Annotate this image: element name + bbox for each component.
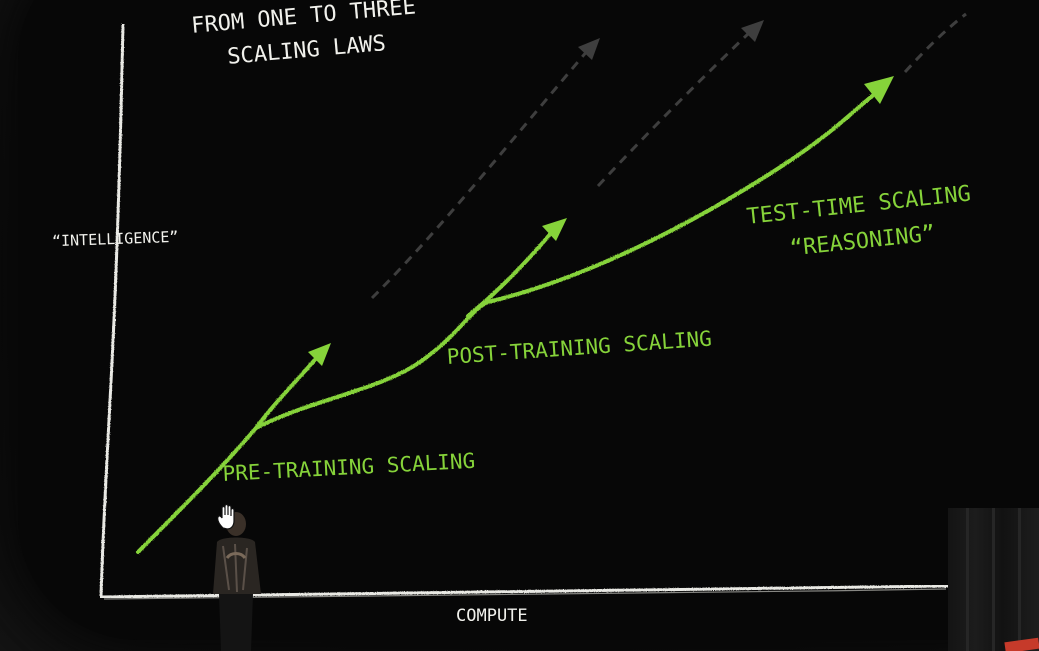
presentation-screen (18, 0, 1039, 640)
presenter-figure (213, 512, 261, 651)
side-monitor (948, 508, 1039, 651)
x-axis (99, 584, 949, 599)
test-time-arrowhead-icon (864, 76, 894, 104)
dashed-projection-line-3 (903, 12, 967, 74)
dashed-projection-arrowhead-2 (741, 20, 764, 42)
pre-training-curve (136, 426, 258, 554)
pre-training-arrowhead-icon (308, 343, 331, 366)
dashed-projection-line-1 (370, 49, 590, 300)
hand-cursor-icon (217, 503, 235, 530)
post-training-arrowhead-icon (542, 218, 567, 241)
y-axis (99, 23, 125, 597)
dashed-projection-line-2 (596, 30, 752, 188)
dashed-projection-arrowhead-1 (578, 38, 600, 60)
pre-training-branch (254, 354, 320, 430)
x-axis-label: COMPUTE (456, 606, 528, 626)
post-training-branch (466, 230, 554, 318)
test-time-curve (486, 88, 882, 304)
